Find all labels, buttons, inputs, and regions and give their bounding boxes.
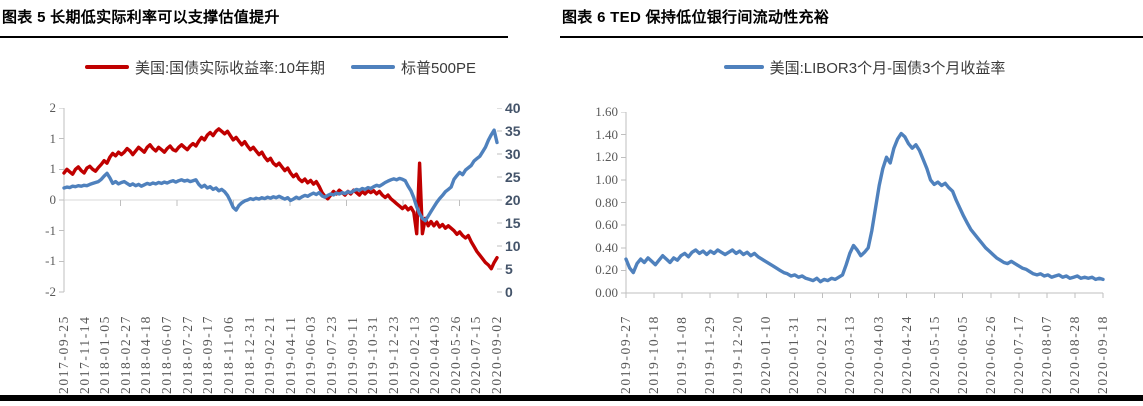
x-axis-tick-label: 2020-06-26 — [982, 315, 998, 394]
y-axis-left-tick-label: 1.40 — [595, 126, 618, 142]
y-axis-left-tick-label: 0.20 — [595, 262, 618, 278]
legend-item-series-1: 标普500PE — [350, 57, 477, 78]
x-axis-tick-label: 2019-11-08 — [674, 315, 690, 395]
figure-6-title: 图表 6 TED 保持低位银行间流动性充裕 — [562, 9, 830, 26]
legend-line-swatch — [350, 65, 395, 69]
x-axis-tick-label: 2020-09-18 — [1095, 315, 1110, 394]
y-axis-right-tick-label: 35 — [505, 123, 521, 139]
figure-5-legend: 美国:国债实际收益率:10年期 标普500PE — [64, 54, 497, 80]
figure-5-line-chart — [59, 108, 502, 293]
x-axis-tick-label: 2020-07-15 — [468, 315, 484, 394]
x-axis-tick-label: 2019-09-11 — [344, 315, 360, 395]
x-axis-tick-label: 2019-04-11 — [282, 315, 298, 395]
x-axis-tick-label: 2020-07-17 — [1010, 315, 1026, 394]
x-axis-tick-label: 2020-03-13 — [842, 315, 858, 394]
x-axis-tick-label: 2019-12-20 — [730, 315, 746, 394]
y-axis-left-tick-label: 2 — [49, 100, 57, 115]
figure-6-title-underline — [560, 36, 1143, 38]
series-line-0 — [624, 131, 1105, 284]
legend-label: 美国:国债实际收益率:10年期 — [134, 59, 325, 77]
x-axis-tick-label: 2020-02-21 — [814, 315, 830, 394]
y-axis-left-tick-label: 1 — [49, 161, 57, 177]
x-axis-tick-label: 2018-09-17 — [200, 315, 216, 394]
legend-line-swatch — [84, 65, 129, 69]
y-axis-right-tick-label: 0 — [505, 284, 513, 300]
x-axis-tick-label: 2018-01-05 — [97, 315, 113, 394]
y-axis-left-tick-label: 1.60 — [595, 104, 618, 119]
y-axis-left-tick-label: -2 — [45, 284, 56, 299]
x-axis-tick-label: 2020-08-07 — [1038, 315, 1054, 394]
x-axis-tick-label: 2017-11-14 — [76, 315, 92, 395]
x-axis-tick-label: 2018-12-31 — [241, 315, 257, 394]
x-axis-tick-label: 2019-11-29 — [702, 315, 718, 395]
x-axis-tick-label: 2019-07-23 — [324, 315, 340, 394]
x-axis-tick-label: 2018-04-18 — [138, 315, 154, 394]
page-bottom-rule — [0, 395, 1143, 401]
x-axis-tick-label: 2020-05-26 — [447, 315, 463, 394]
figure-5-title-underline — [0, 36, 508, 38]
legend-label: 美国:LIBOR3个月-国债3个月收益率 — [769, 59, 1006, 77]
figure-6-legend: 美国:LIBOR3个月-国债3个月收益率 — [626, 54, 1103, 80]
legend-line-swatch — [723, 65, 764, 69]
y-axis-right-tick-label: 10 — [505, 238, 521, 254]
x-axis-tick-label: 2018-11-06 — [220, 315, 236, 395]
x-axis-tick-label: 2019-10-31 — [365, 315, 381, 394]
legend-label: 标普500PE — [400, 59, 477, 77]
x-axis-tick-label: 2020-01-10 — [758, 315, 774, 394]
x-axis-tick-label: 2020-05-15 — [926, 315, 942, 394]
x-axis-tick-label: 2020-01-31 — [786, 315, 802, 394]
x-axis-tick-label: 2019-02-21 — [262, 315, 278, 394]
y-axis-left-tick-label: 1 — [49, 130, 57, 146]
y-axis-left-tick-label: -1 — [45, 222, 56, 238]
x-axis-tick-label: 2019-10-18 — [646, 315, 662, 394]
figure-6-line-chart — [621, 112, 1105, 298]
x-axis-tick-label: 2020-08-28 — [1066, 315, 1082, 394]
x-axis-tick-label: 2018-06-07 — [159, 315, 175, 394]
x-axis-tick-label: 2017-09-25 — [56, 315, 71, 394]
x-axis-tick-label: 2020-02-13 — [406, 315, 422, 394]
x-axis-tick-label: 2020-04-03 — [427, 315, 443, 394]
y-axis-left-tick-label: 0 — [49, 192, 57, 207]
y-axis-right-tick-label: 15 — [505, 215, 521, 231]
y-axis-left-tick-label: 0.80 — [595, 194, 618, 210]
x-axis-tick-label: 2019-06-03 — [303, 315, 319, 394]
x-axis-tick-label: 2019-12-23 — [385, 315, 401, 394]
x-axis-tick-label: 2019-09-27 — [618, 315, 633, 394]
x-axis-tick-label: 2020-09-02 — [489, 315, 504, 394]
y-axis-right-tick-label: 20 — [505, 192, 521, 208]
legend-item-series-0: 美国:LIBOR3个月-国债3个月收益率 — [723, 57, 1006, 78]
x-axis-tick-label: 2020-04-03 — [870, 315, 886, 394]
y-axis-left-tick-label: 0.60 — [595, 217, 618, 233]
x-axis-tick-label: 2018-02-27 — [117, 315, 133, 394]
series-line-1 — [62, 128, 499, 223]
y-axis-right-tick-label: 5 — [505, 261, 513, 277]
y-axis-left-tick-label: -1 — [45, 253, 56, 269]
y-axis-right-tick-label: 30 — [505, 146, 521, 162]
x-axis-tick-label: 2020-06-05 — [954, 315, 970, 394]
y-axis-left-tick-label: 0.00 — [595, 285, 618, 300]
y-axis-left-tick-label: 1.00 — [595, 171, 618, 187]
legend-item-series-0: 美国:国债实际收益率:10年期 — [84, 57, 325, 78]
x-axis-tick-label: 2020-04-24 — [898, 315, 914, 394]
y-axis-left-tick-label: 1.20 — [595, 149, 618, 165]
x-axis-tick-label: 2018-07-27 — [179, 315, 195, 394]
y-axis-left-tick-label: 0.40 — [595, 239, 618, 255]
y-axis-right-tick-label: 40 — [505, 100, 521, 116]
y-axis-right-tick-label: 25 — [505, 169, 521, 185]
figure-5-title: 图表 5 长期低实际利率可以支撑估值提升 — [2, 9, 280, 26]
